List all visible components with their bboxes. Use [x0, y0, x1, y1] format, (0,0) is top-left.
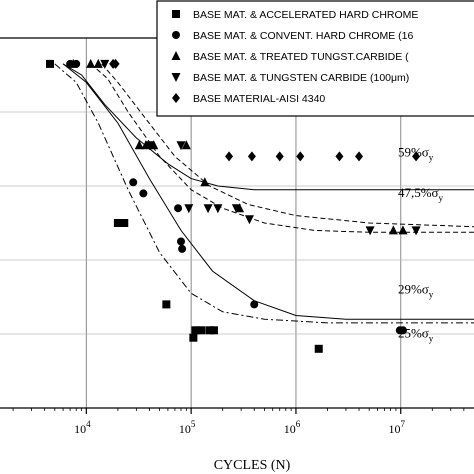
data-point-series-5 — [225, 151, 234, 162]
fit-curve-solid — [62, 63, 474, 191]
data-point-series-1 — [209, 326, 218, 335]
stress-level-annotation: 25%σy — [398, 326, 434, 344]
legend-entry-3: BASE MAT. & TREATED TUNGST.CARBIDE ( — [193, 51, 409, 63]
data-point-series-2 — [139, 189, 148, 198]
data-point-series-1 — [113, 219, 122, 227]
data-point-series-1 — [120, 219, 129, 227]
data-point-series-1 — [46, 59, 55, 68]
data-point-series-5 — [355, 151, 364, 162]
legend-marker-1 — [172, 10, 180, 18]
data-point-series-3 — [68, 58, 78, 68]
data-point-series-5 — [111, 58, 120, 69]
data-point-series-4 — [244, 215, 254, 225]
legend-box — [156, 0, 474, 117]
fit-curve-dashed — [90, 63, 474, 233]
data-point-series-2 — [174, 204, 183, 213]
legend-marker-2 — [172, 31, 180, 39]
data-point-series-4 — [203, 204, 213, 214]
legend-entry-5: BASE MATERIAL-AISI 4340 — [193, 93, 325, 105]
data-point-series-5 — [275, 151, 284, 162]
data-point-series-2 — [129, 178, 138, 187]
data-point-series-1 — [314, 344, 323, 353]
data-point-series-1 — [197, 326, 206, 335]
fit-curves — [54, 63, 474, 324]
data-point-series-2 — [250, 300, 259, 309]
data-point-series-4 — [100, 59, 110, 69]
data-point-series-3 — [388, 225, 398, 235]
data-point-series-1 — [162, 300, 171, 309]
data-point-series-4 — [231, 204, 241, 214]
data-point-series-4 — [365, 226, 375, 236]
data-point-series-5 — [247, 151, 256, 162]
legend-marker-5 — [172, 93, 180, 103]
legend-entry-1: BASE MAT. & ACCELERATED HARD CHROME — [193, 9, 418, 21]
data-point-series-1 — [205, 326, 214, 335]
fit-curve-dashed — [101, 63, 474, 228]
fit-curve-dashdot — [54, 63, 474, 324]
legend-marker-3 — [171, 51, 181, 60]
legend: BASE MAT. & ACCELERATED HARD CHROME BASE … — [156, 0, 474, 117]
data-point-series-3 — [181, 140, 191, 150]
data-point-series-3 — [93, 58, 103, 68]
x-tick-label: 104 — [74, 419, 91, 436]
x-tick-label: 107 — [388, 419, 405, 436]
fit-curve-solid — [62, 63, 474, 320]
data-point-series-1 — [191, 326, 200, 335]
data-point-series-5 — [335, 151, 344, 162]
stress-level-annotation: 59%σy — [398, 144, 434, 162]
stress-level-annotation: 29%σy — [398, 281, 434, 299]
legend-entry-2: BASE MAT. & CONVENT. HARD CHROME (16 — [193, 30, 414, 42]
data-point-series-3 — [398, 225, 408, 235]
data-point-series-4 — [184, 204, 194, 214]
stress-annotations: 59%σy 47,5%σy 29%σy 25%σy — [398, 144, 444, 343]
stress-level-annotation: 47,5%σy — [398, 185, 444, 203]
x-tick-label: 105 — [179, 419, 196, 436]
data-point-series-5 — [412, 151, 421, 162]
legend-entry-4: BASE MAT. & TUNGSTEN CARBIDE (100μm) — [193, 72, 409, 84]
data-point-series-3 — [86, 58, 96, 68]
data-point-series-5 — [296, 151, 305, 162]
data-point-series-2 — [178, 244, 187, 253]
data-point-series-3 — [134, 140, 144, 150]
data-point-series-3 — [149, 140, 159, 150]
data-point-series-1 — [189, 333, 198, 342]
data-point-series-4 — [213, 204, 223, 214]
data-point-series-4 — [411, 226, 421, 236]
data-point-series-3 — [200, 177, 210, 187]
data-point-series-4 — [144, 141, 154, 151]
data-point-series-4 — [176, 141, 186, 151]
data-point-series-2 — [398, 326, 407, 335]
x-axis-label: CYCLES (N) — [214, 458, 291, 473]
data-point-series-2 — [176, 237, 185, 246]
x-tick-label: 106 — [284, 419, 301, 436]
legend-marker-4 — [171, 73, 181, 82]
